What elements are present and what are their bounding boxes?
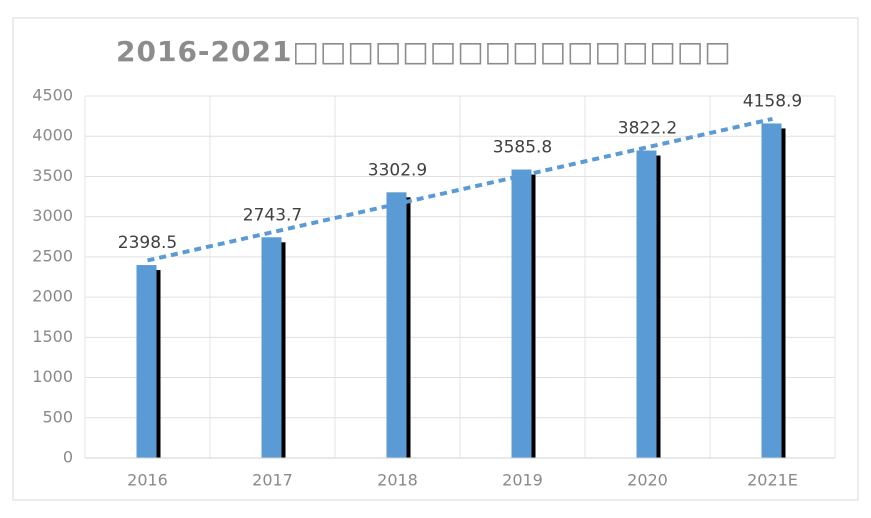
x-tick-label: 2020 [627, 471, 668, 490]
bar [761, 123, 782, 458]
value-label: 3302.9 [368, 160, 427, 180]
x-tick-label: 2018 [377, 471, 418, 490]
x-tick-label: 2019 [502, 471, 543, 490]
value-label: 4158.9 [743, 91, 802, 111]
chart-title: 2016-2021□□□□□□□□□□□□□□□□ [116, 35, 732, 68]
y-tick-label: 2500 [32, 246, 73, 265]
y-tick-label: 4000 [32, 126, 73, 145]
y-tick-label: 3000 [32, 206, 73, 225]
trendline [147, 116, 773, 263]
value-label: 2743.7 [243, 205, 302, 225]
y-tick-label: 500 [42, 407, 73, 426]
y-tick-label: 2000 [32, 287, 73, 306]
value-label: 2398.5 [118, 233, 177, 253]
x-tick-label: 2017 [252, 471, 293, 490]
bar [261, 237, 282, 458]
bar [511, 169, 532, 459]
bar [136, 265, 157, 458]
y-tick-label: 1500 [32, 327, 73, 346]
y-tick-label: 1000 [32, 367, 73, 386]
value-label: 3822.2 [618, 119, 677, 139]
y-tick-label: 3500 [32, 166, 73, 185]
value-label: 3585.8 [493, 138, 552, 158]
bar [636, 150, 657, 458]
x-tick-label: 2016 [127, 471, 168, 490]
y-tick-label: 4500 [32, 86, 73, 105]
bar [386, 192, 407, 458]
x-tick-label: 2021E [747, 471, 798, 490]
y-tick-label: 0 [63, 448, 73, 467]
